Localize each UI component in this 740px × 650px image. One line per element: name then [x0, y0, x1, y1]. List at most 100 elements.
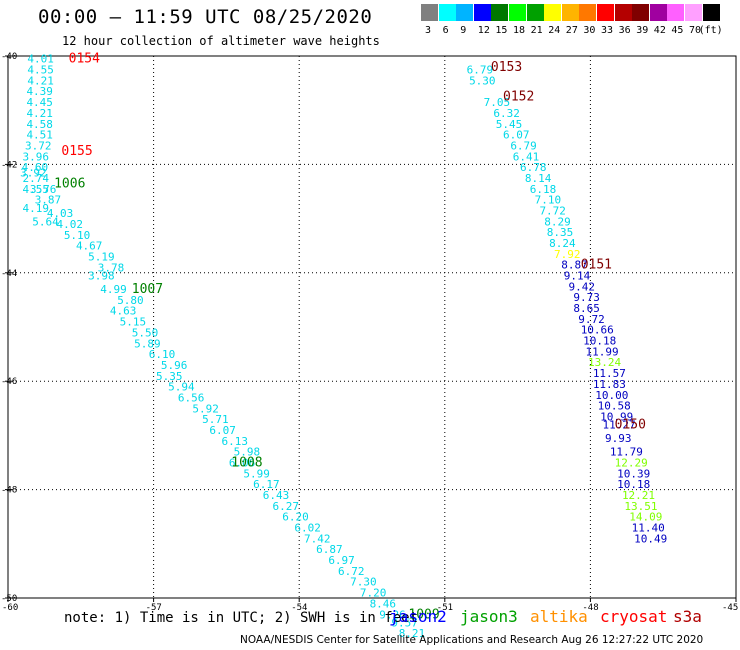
time-label: 0153	[491, 60, 522, 75]
wave-height-value: 4.58	[26, 118, 52, 131]
wave-height-value: 4.60	[22, 161, 49, 174]
wave-height-value: 6.20	[282, 511, 309, 524]
wave-height-value: 8.24	[549, 237, 576, 250]
wave-height-value: 3.72	[25, 139, 51, 152]
wave-height-value: 8.87	[561, 259, 588, 272]
wave-height-value: 5.94	[168, 381, 195, 394]
wave-height-value: 4.21	[26, 107, 52, 120]
time-label: 1008	[231, 456, 262, 471]
wave-height-value: 5.19	[88, 251, 115, 264]
wave-height-value: 14.09	[629, 511, 662, 524]
wave-height-value: 4.39	[26, 85, 52, 98]
wave-height-value: 5.35	[156, 370, 183, 383]
note-text: note: 1) Time is in UTC; 2) SWH is in fe…	[64, 610, 419, 626]
map-subtitle: 12 hour collection of altimeter wave hei…	[62, 34, 380, 48]
wave-height-value: 4.55	[23, 183, 49, 196]
wave-height-value: 6.43	[263, 489, 290, 502]
wave-height-value: 10.18	[617, 478, 650, 491]
wave-height-value: 10.39	[617, 467, 650, 480]
wave-height-value: 10.66	[581, 324, 614, 337]
x-tick-label: -54	[291, 603, 307, 613]
time-label: 0151	[581, 258, 612, 273]
legend-swatch	[649, 4, 667, 21]
legend-swatch	[579, 4, 597, 21]
legend-swatch	[614, 4, 632, 21]
wave-height-value: 8.14	[525, 172, 552, 185]
wave-height-value: 12.21	[622, 489, 655, 502]
legend-label: 9	[460, 25, 467, 36]
legend-swatch	[702, 4, 720, 21]
wave-height-value: 6.87	[316, 543, 343, 556]
y-tick-label: -44	[1, 269, 17, 279]
legend-swatch	[597, 4, 614, 21]
x-tick-label: -57	[146, 603, 162, 613]
wave-height-value: 7.92	[554, 248, 581, 261]
wave-height-value: 4.63	[110, 305, 137, 318]
wave-height-value: 11.40	[632, 522, 665, 535]
time-label: 0150	[615, 418, 646, 433]
legend-swatch	[491, 4, 509, 21]
wave-height-value: 6.02	[294, 522, 321, 535]
wave-height-value: 4.45	[26, 96, 52, 109]
wave-height-value: 11.57	[593, 367, 626, 380]
y-tick-label: -48	[1, 486, 17, 496]
wave-height-value: 6.97	[328, 554, 355, 567]
wave-height-value: 3.92	[20, 167, 46, 180]
legend-swatch	[438, 4, 456, 21]
wave-height-value: 5.45	[496, 118, 523, 131]
y-tick-label: -40	[1, 52, 17, 62]
legend-label: 45	[671, 25, 684, 36]
satellite-cryosat: cryosat	[600, 607, 668, 626]
time-label: 0155	[61, 144, 92, 159]
wave-height-value: 9.73	[573, 291, 600, 304]
wave-height-value: 8.29	[544, 215, 571, 228]
wave-height-value: 5.64	[32, 215, 59, 228]
y-tick-label: -46	[1, 377, 17, 387]
wave-height-value: 4.67	[76, 240, 103, 253]
legend-label: 70	[689, 25, 702, 36]
wave-height-value: 3.87	[35, 194, 62, 207]
wave-height-value: 5.89	[134, 337, 161, 350]
wave-height-value: 8.65	[573, 302, 600, 315]
legend-swatch	[473, 4, 491, 21]
legend-label: 36	[618, 25, 631, 36]
legend-label: 33	[601, 25, 614, 36]
x-tick-label: -48	[582, 603, 598, 613]
wave-height-value: 9.14	[564, 270, 591, 283]
wave-height-value: 5.80	[117, 294, 144, 307]
wave-height-value: 10.58	[598, 400, 631, 413]
wave-height-value: 9.42	[569, 280, 596, 293]
wave-height-value: 4.55	[27, 64, 54, 77]
wave-height-value: 5.10	[64, 229, 91, 242]
wave-height-value: 8.21	[399, 627, 426, 640]
wave-height-value: 6.07	[209, 424, 236, 437]
legend-swatch	[685, 4, 702, 21]
wave-height-value: 6.56	[178, 391, 205, 404]
wave-height-value: 6.78	[520, 161, 547, 174]
satellite-altika: altika	[530, 607, 588, 626]
wave-height-value: 5.92	[192, 402, 219, 415]
legend-label: 21	[530, 25, 543, 36]
legend-swatch	[526, 4, 544, 21]
wave-height-value: 5.50	[132, 326, 159, 339]
time-label: 1006	[54, 176, 85, 191]
time-label: 1009	[408, 607, 439, 622]
wave-height-value: 6.17	[253, 478, 279, 491]
wave-height-value: 6.07	[503, 129, 530, 142]
wave-height-value: 7.30	[350, 576, 377, 589]
wave-height-value: 7.72	[539, 204, 566, 217]
wave-height-value: 8.35	[547, 226, 574, 239]
legend-swatch	[509, 4, 526, 21]
legend-label: 3	[425, 25, 432, 36]
wave-height-value: 9.93	[605, 432, 632, 445]
legend-swatch	[632, 4, 650, 21]
wave-height-value: 5.71	[202, 413, 229, 426]
legend-swatch	[667, 4, 685, 21]
legend-label: 39	[636, 25, 649, 36]
wave-height-value: 2.74	[23, 172, 50, 185]
wave-height-value: 13.24	[588, 356, 621, 369]
wave-height-value: 6.79	[510, 139, 537, 152]
wave-height-value: 11.83	[593, 378, 626, 391]
y-tick-label: -50	[1, 594, 17, 604]
